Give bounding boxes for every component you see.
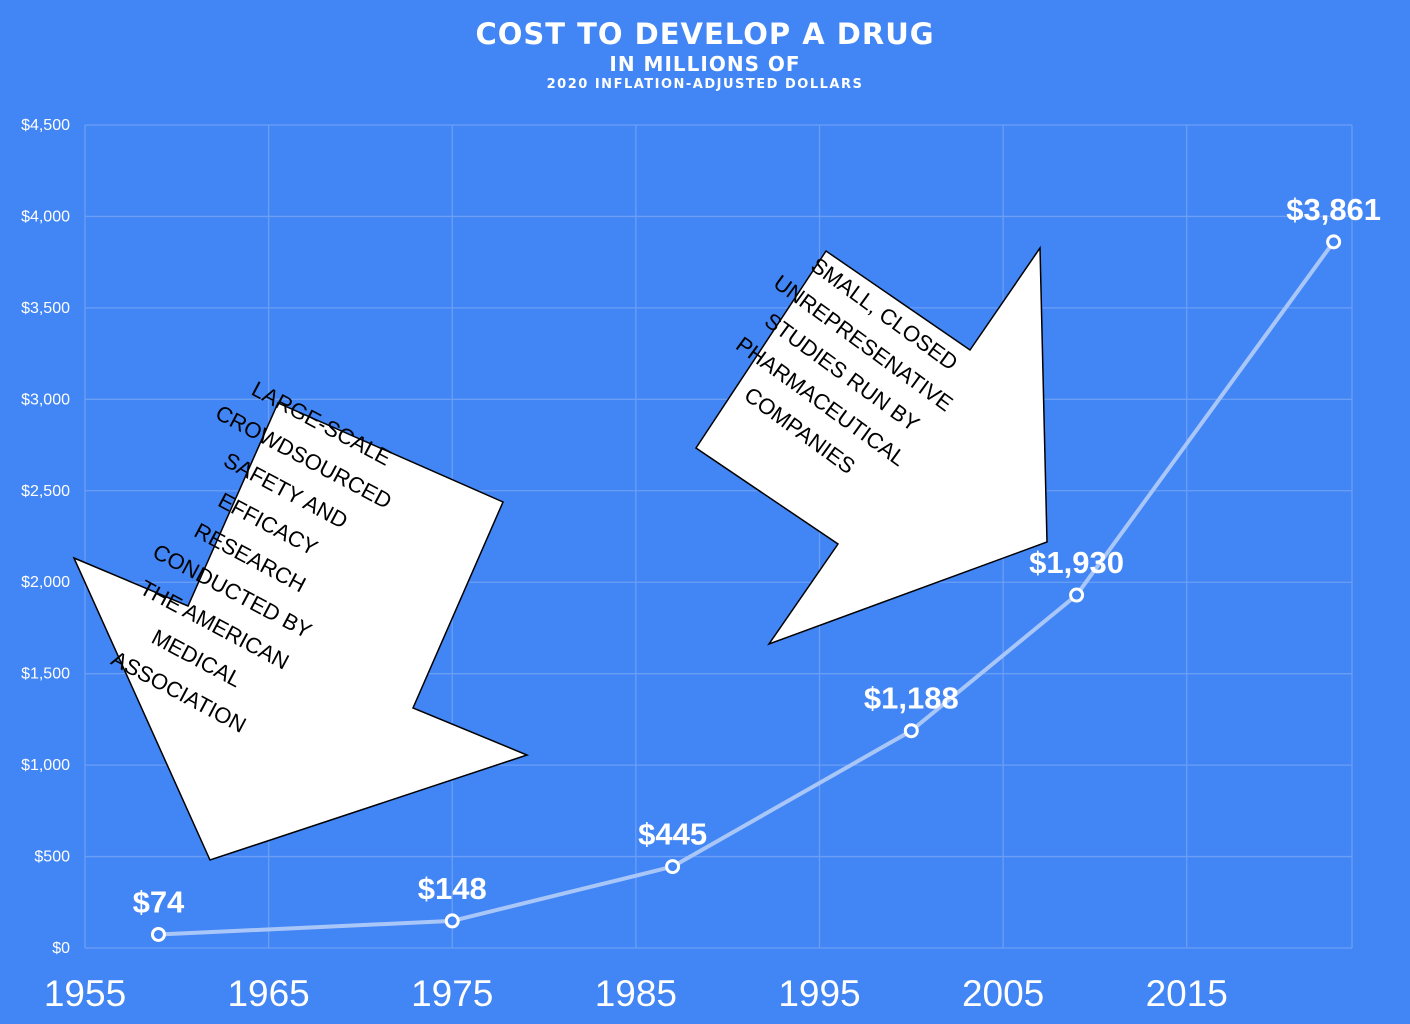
- data-point: [665, 859, 681, 875]
- x-tick-label: 2005: [962, 973, 1044, 1014]
- series-line: [156, 239, 1336, 937]
- axes: $0 $500 $1,000 $1,500 $2,000 $2,500 $3,000 $3,5…: [21, 117, 1228, 1014]
- data-point: [1069, 587, 1085, 603]
- x-tick-label: 1955: [44, 973, 126, 1014]
- data-label: $3,861: [1286, 192, 1381, 227]
- y-tick-label: $1,000: [21, 757, 70, 774]
- y-tick-label: $4,000: [21, 208, 70, 225]
- y-tick-label: $2,000: [21, 574, 70, 591]
- y-tick-label: $500: [34, 849, 70, 866]
- x-tick-label: 2015: [1146, 973, 1228, 1014]
- data-point: [150, 926, 166, 942]
- right-arrow: SMALL, CLOSEDUNREPRESENATIVESTUDIES RUN …: [694, 245, 1048, 646]
- annotation-arrows: LARGE-SCALECROWDSOURCEDSAFETY ANDEFFICAC…: [72, 245, 1048, 861]
- y-tick-label: $0: [52, 940, 70, 957]
- data-label: $148: [418, 871, 487, 906]
- data-point: [903, 723, 919, 739]
- data-label: $1,930: [1029, 545, 1124, 580]
- x-tick-label: 1975: [411, 973, 493, 1014]
- data-point: [1326, 234, 1342, 250]
- right-arrow-shape: [694, 245, 1048, 646]
- data-label: $74: [133, 884, 185, 919]
- chart-subtitle: IN MILLIONS OF: [609, 52, 801, 76]
- x-tick-label: 1995: [778, 973, 860, 1014]
- left-arrow: LARGE-SCALECROWDSOURCEDSAFETY ANDEFFICAC…: [72, 376, 530, 861]
- series: $74 $148 $445 $1,188 $1,930 $3,861: [133, 192, 1381, 942]
- y-tick-label: $3,500: [21, 300, 70, 317]
- x-tick-label: 1965: [227, 973, 309, 1014]
- data-label: $1,188: [864, 681, 959, 716]
- y-tick-label: $3,000: [21, 391, 70, 408]
- data-label: $445: [638, 817, 707, 852]
- chart-title-block: COST TO DEVELOP A DRUG IN MILLIONS OF 20…: [0, 16, 1410, 94]
- chart-title: COST TO DEVELOP A DRUG: [475, 17, 935, 51]
- left-arrow-shape: [72, 402, 530, 861]
- y-tick-label: $2,500: [21, 483, 70, 500]
- y-tick-label: $4,500: [21, 117, 70, 134]
- x-tick-label: 1985: [595, 973, 677, 1014]
- chart-subtitle-2: 2020 INFLATION-ADJUSTED DOLLARS: [546, 77, 864, 92]
- data-point: [444, 913, 460, 929]
- y-tick-label: $1,500: [21, 666, 70, 683]
